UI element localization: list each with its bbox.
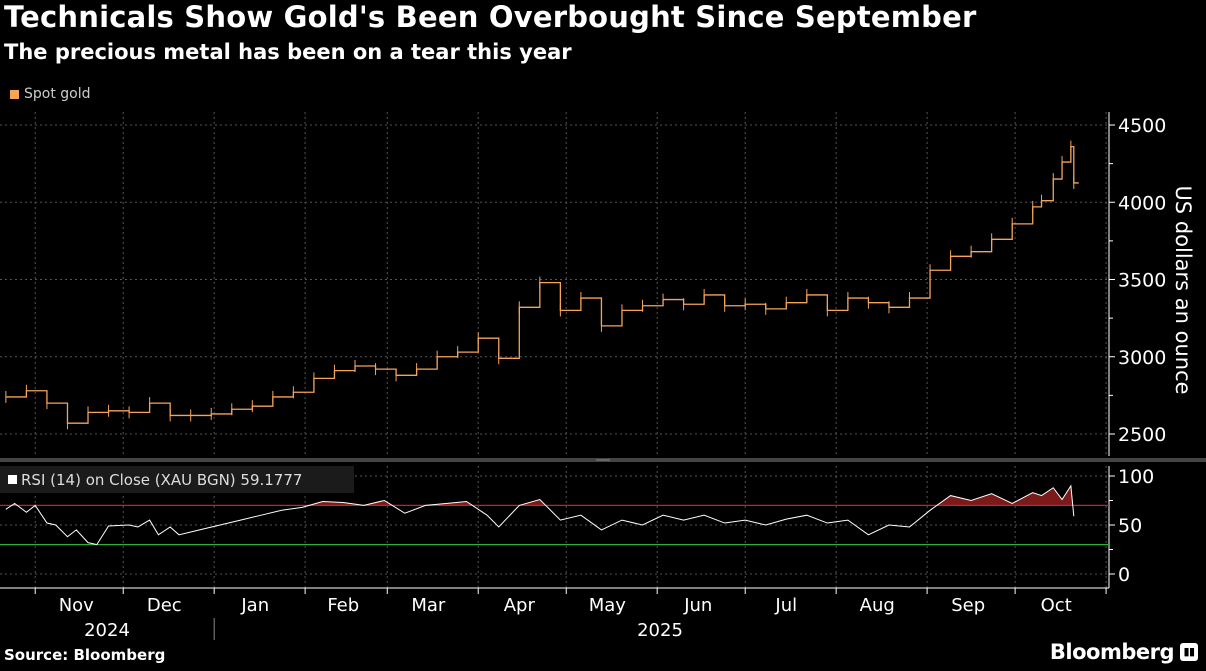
year-label: 2024 (84, 620, 130, 640)
chart-subtitle: The precious metal has been on a tear th… (4, 40, 572, 64)
chart-title: Technicals Show Gold's Been Overbought S… (4, 0, 977, 34)
rsi-y-tick-label: 0 (1118, 564, 1130, 586)
rsi-y-tick-label: 100 (1118, 466, 1154, 488)
rsi-legend: RSI (14) on Close (XAU BGN) 59.1777 (0, 466, 354, 493)
month-label: Aug (860, 595, 895, 616)
brand-name: Bloomberg (1049, 640, 1175, 664)
year-label: 2025 (637, 620, 683, 640)
y-tick-label: 3500 (1118, 270, 1166, 292)
month-label: Nov (59, 595, 94, 616)
month-label: Sep (951, 595, 985, 616)
rsi-y-tick-label: 50 (1118, 515, 1142, 537)
legend-label: Spot gold (24, 86, 91, 102)
month-label: Dec (147, 595, 182, 616)
legend-spot-gold: Spot gold (10, 86, 91, 102)
y-tick-label: 4000 (1118, 192, 1166, 214)
y-tick-label: 4500 (1118, 115, 1166, 137)
month-label: May (589, 595, 627, 616)
month-label: Jan (240, 595, 269, 616)
bloomberg-chart-icon: ▮▮ (1180, 643, 1198, 661)
month-label: Apr (504, 595, 536, 616)
rsi-line (5, 484, 1075, 546)
month-label: Oct (1041, 595, 1072, 616)
rsi-legend-label: RSI (14) on Close (XAU BGN) 59.1777 (21, 470, 303, 489)
spot-gold-line (5, 145, 1079, 424)
month-label: Jul (774, 595, 797, 616)
overbought-fill (5, 485, 1074, 506)
source-note: Source: Bloomberg (4, 646, 166, 664)
legend-swatch-gold (10, 89, 19, 99)
month-label: Feb (327, 595, 359, 616)
chart-canvas: 2500 3000 3500 4000 4500 US dollars an ounce 0… (0, 112, 1206, 640)
month-label: Jun (683, 595, 712, 616)
y-axis-title: US dollars an ounce (1171, 185, 1195, 394)
month-label: Mar (411, 595, 446, 616)
bloomberg-logo: Bloomberg ▮▮ (1050, 640, 1198, 664)
legend-swatch-rsi (8, 475, 17, 484)
y-tick-label: 3000 (1118, 347, 1166, 369)
y-tick-label: 2500 (1118, 424, 1166, 446)
